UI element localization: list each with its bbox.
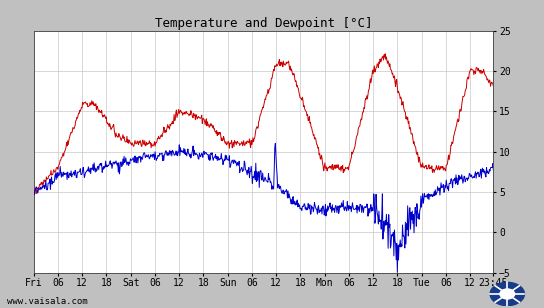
- Circle shape: [490, 282, 524, 306]
- Title: Temperature and Dewpoint [°C]: Temperature and Dewpoint [°C]: [155, 17, 372, 30]
- Text: www.vaisala.com: www.vaisala.com: [7, 298, 87, 306]
- Circle shape: [500, 289, 515, 299]
